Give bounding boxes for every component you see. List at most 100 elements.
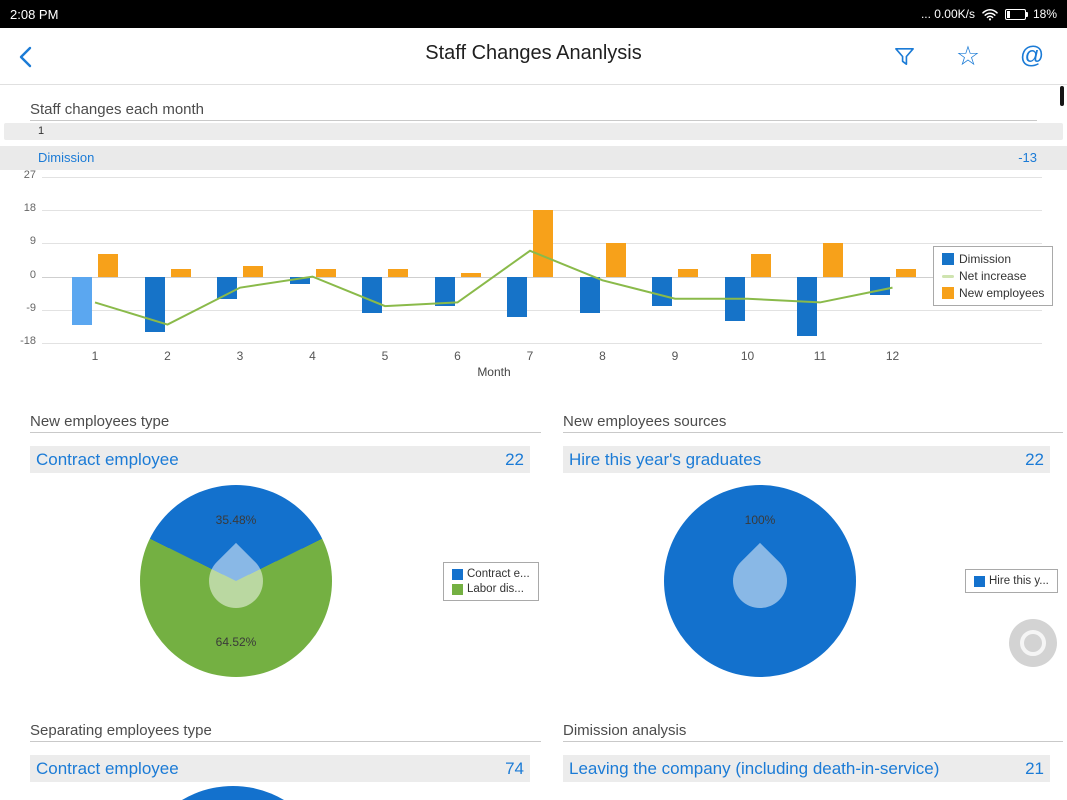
list-item-value: 74 [505, 759, 524, 778]
list-item-value: 21 [1025, 759, 1044, 778]
dimission-bar[interactable] [579, 276, 600, 314]
favorite-button[interactable]: ☆ [951, 36, 985, 76]
new-employees-bar[interactable] [170, 269, 191, 277]
mention-button[interactable]: @ [1015, 36, 1049, 76]
new-employees-type-pie: 35.48% 64.52% [140, 485, 332, 677]
section-title-separating-type: Separating employees type [30, 722, 212, 739]
section-title-new-employees-sources: New employees sources [563, 413, 727, 430]
gridline [42, 309, 1042, 311]
legend-item-net-increase[interactable]: Net increase [942, 269, 1044, 283]
new-employees-type-pie-legend[interactable]: Contract e... Labor dis... [443, 562, 539, 601]
dimission-bar[interactable] [362, 276, 382, 314]
list-item-value: 22 [505, 450, 524, 469]
list-item-leaving-company[interactable]: Leaving the company (including death-in-… [563, 755, 1050, 782]
x-axis-label: 12 [885, 349, 900, 363]
new-employees-bar[interactable] [678, 269, 698, 277]
new-employees-bar[interactable] [823, 243, 843, 277]
clock: 2:08 PM [10, 6, 59, 22]
dimission-bar[interactable] [217, 276, 237, 299]
page-title: Staff Changes Ananlysis [425, 42, 642, 64]
y-axis-label: -18 [20, 335, 36, 347]
new-employees-bar[interactable] [533, 210, 553, 277]
divider [30, 741, 541, 742]
filter-button[interactable] [887, 36, 921, 76]
divider [563, 432, 1063, 433]
x-axis-label: 4 [309, 349, 316, 363]
list-item-label: Hire this year's graduates [569, 450, 762, 469]
x-axis-label: 3 [236, 349, 244, 363]
dimission-bar[interactable] [434, 276, 455, 307]
chart-tooltip-row: Dimission -13 [0, 146, 1067, 170]
labor-dis--swatch [452, 583, 463, 595]
list-item-contract-employee[interactable]: Contract employee 22 [30, 446, 530, 473]
battery-tip [1025, 11, 1028, 17]
battery-fill [1006, 10, 1011, 18]
net-increase-line [94, 249, 893, 326]
battery-percent: 18% [1032, 7, 1057, 21]
chart-zoom-slider[interactable]: 1 [4, 123, 1063, 140]
tooltip-value: -13 [1018, 150, 1037, 165]
dimission-bar[interactable] [797, 276, 817, 336]
network-speed: ... 0.00K/s [920, 7, 975, 21]
new-employees-bar[interactable] [750, 254, 771, 277]
pie-slice-label: 100% [744, 512, 776, 527]
legend-item-dimission[interactable]: Dimission [942, 252, 1044, 266]
pie-slice-label: 35.48% [215, 512, 257, 527]
dimission-bar[interactable] [72, 276, 92, 325]
new-employees-bar[interactable] [388, 269, 408, 277]
new-employees-bar[interactable] [98, 254, 118, 277]
dimission-swatch [942, 253, 954, 265]
gridline [42, 177, 1042, 178]
gridline [42, 343, 1042, 344]
y-axis-label: 18 [23, 202, 36, 215]
list-item-label: Contract employee [36, 450, 179, 469]
y-axis-label: 27 [23, 169, 36, 181]
title-bar: Staff Changes Ananlysis ☆ @ [0, 28, 1067, 85]
net-increase-swatch [942, 274, 954, 278]
hire-this-y--swatch [974, 575, 985, 587]
legend-label: Hire this y... [989, 575, 1049, 587]
list-item-label: Contract employee [36, 759, 179, 778]
dimission-bar[interactable] [652, 276, 672, 307]
legend-item-new-employees[interactable]: New employees [942, 286, 1044, 300]
new-employees-bar[interactable] [315, 269, 336, 277]
new-employees-sources-pie: 100% [664, 485, 856, 677]
tooltip-series-label: Dimission [38, 150, 95, 165]
monthly-chart-legend[interactable]: Dimission Net increase New employees [933, 246, 1054, 306]
dimission-bar[interactable] [289, 276, 310, 284]
dimission-bar[interactable] [507, 276, 527, 318]
legend-label: Labor dis... [467, 583, 524, 595]
legend-item-hire-this-y-[interactable]: Hire this y... [974, 575, 1049, 587]
x-axis-label: 10 [740, 349, 755, 363]
x-axis-label: 7 [526, 349, 534, 363]
legend-item-contract-e-[interactable]: Contract e... [452, 568, 530, 580]
legend-label: New employees [959, 286, 1045, 300]
back-button[interactable] [12, 42, 42, 72]
list-item-hire-graduates[interactable]: Hire this year's graduates 22 [563, 446, 1050, 473]
separating-type-pie-partial[interactable] [133, 786, 333, 800]
contract-e--swatch [452, 568, 463, 580]
list-item-label: Leaving the company (including death-in-… [569, 759, 940, 778]
new-employees-sources-pie-legend[interactable]: Hire this y... [965, 569, 1058, 593]
new-employees-bar[interactable] [605, 243, 626, 277]
filter-funnel-icon [894, 47, 914, 65]
legend-item-labor-dis-[interactable]: Labor dis... [452, 583, 530, 595]
x-axis-label: 1 [91, 349, 99, 363]
section-title-monthly: Staff changes each month [30, 101, 205, 118]
fab-circle-icon [1020, 630, 1046, 656]
y-axis-label: 0 [29, 268, 36, 281]
scrollbar-thumb[interactable] [1060, 86, 1064, 106]
divider [563, 741, 1063, 742]
new-employees-bar[interactable] [895, 269, 916, 277]
x-axis-label: 6 [454, 349, 461, 363]
star-icon: ☆ [955, 40, 981, 71]
new-employees-bar[interactable] [243, 265, 263, 277]
floating-action-button[interactable] [1009, 619, 1057, 667]
zoom-start-label: 1 [38, 125, 45, 137]
x-axis-label: 8 [599, 349, 606, 363]
list-item-separating-contract[interactable]: Contract employee 74 [30, 755, 530, 782]
new-employees-bar[interactable] [460, 272, 481, 277]
pie-slice-label: 64.52% [215, 635, 257, 650]
monthly-chart[interactable]: 27 18 9 0 -9 -18 1 2 3 4 5 6 7 8 9 10 11 12 [20, 169, 1042, 363]
y-axis-label: -9 [26, 301, 36, 314]
